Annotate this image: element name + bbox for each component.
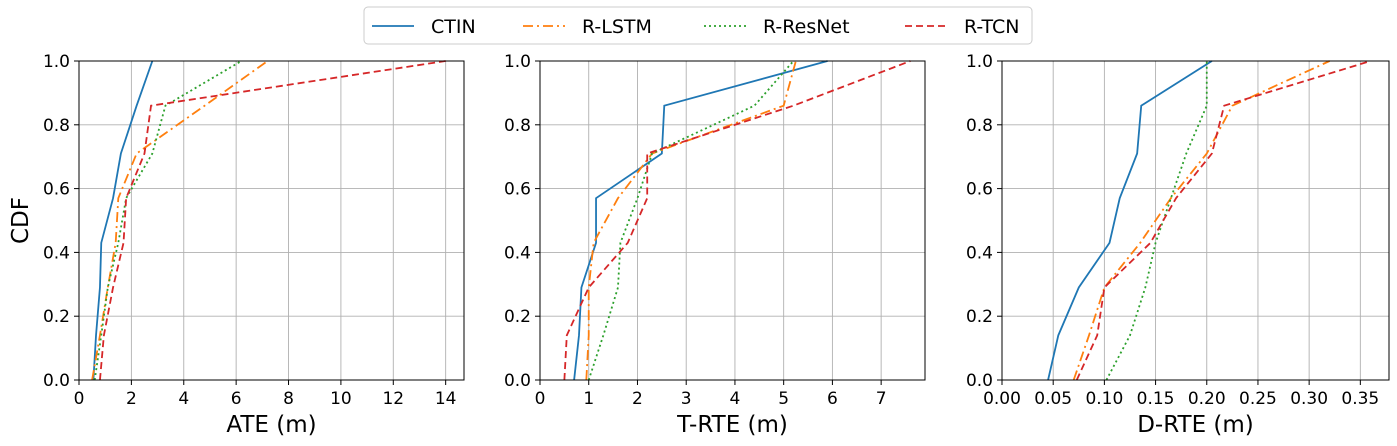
series-line-r-resnet [93, 60, 242, 381]
x-axis-label: ATE (m) [226, 412, 316, 438]
y-axis-label: CDF [8, 197, 34, 244]
axes-frame [1001, 60, 1390, 381]
x-axis-label: T-RTE (m) [676, 412, 788, 438]
x-tick-label: 6 [231, 389, 242, 409]
x-tick-label: 0.30 [1290, 389, 1328, 409]
x-tick-label: 0.05 [1034, 389, 1072, 409]
x-tick-label: 0.35 [1341, 389, 1379, 409]
legend-box [363, 6, 1033, 45]
series-group [563, 60, 911, 381]
x-tick-label: 8 [283, 389, 294, 409]
y-tick-label: 0.4 [43, 243, 70, 263]
x-tick-label: 0 [535, 389, 546, 409]
y-tick-label: 0.8 [966, 116, 993, 136]
chart-panel-1: 0 2 4 6 8 10 12 14 0.0 0.2 0.4 0.6 0.8 1.0 ATE (m) CDF [8, 52, 465, 438]
x-tick-label: 1 [583, 389, 594, 409]
y-tick-label: 1.0 [43, 52, 70, 72]
y-tick-label: 0.2 [966, 307, 993, 327]
series-line-r-resnet [587, 60, 795, 381]
legend: CTIN R-LSTM R-ResNet R-TCN [363, 6, 1033, 45]
axes-frame [539, 60, 926, 381]
y-tick-label: 0.2 [43, 307, 70, 327]
series-group [91, 60, 446, 381]
x-tick-label: 4 [178, 389, 189, 409]
series-line-ctin [92, 60, 154, 381]
x-tick-label: 0.20 [1188, 389, 1226, 409]
chart-panel-2: 0 1 2 3 4 5 6 7 0.0 0.2 0.4 0.6 0.8 1.0 T-RTE (m) [504, 52, 926, 438]
y-tick-label: 0.4 [504, 243, 531, 263]
legend-entry-r-resnet: R-ResNet [704, 16, 850, 38]
series-line-r-tcn [563, 60, 911, 381]
x-tick-label: 0.15 [1137, 389, 1175, 409]
legend-label: R-LSTM [582, 16, 652, 38]
legend-entry-r-lstm: R-LSTM [523, 16, 652, 38]
y-tick-label: 0.0 [966, 371, 993, 391]
legend-label: CTIN [431, 16, 476, 38]
y-tick-label: 0.6 [966, 180, 993, 200]
x-tick-label: 2 [126, 389, 137, 409]
grid [78, 60, 464, 381]
grid [539, 60, 925, 381]
y-tick-label: 0.0 [43, 371, 70, 391]
x-tick-label: 5 [778, 389, 789, 409]
axes-frame [78, 60, 465, 381]
y-tick-label: 0.2 [504, 307, 531, 327]
x-tick-label: 0.10 [1085, 389, 1123, 409]
x-axis-label: D-RTE (m) [1137, 412, 1254, 438]
series-line-r-lstm [585, 60, 797, 381]
series-group [1047, 60, 1371, 381]
x-tick-label: 3 [681, 389, 692, 409]
x-tick-label: 2 [632, 389, 643, 409]
legend-label: R-ResNet [763, 16, 850, 38]
y-tick-label: 1.0 [966, 52, 993, 72]
series-line-ctin [1047, 60, 1213, 381]
series-line-ctin [573, 60, 828, 381]
legend-label: R-TCN [964, 16, 1020, 38]
series-line-r-tcn [99, 60, 446, 381]
series-line-r-tcn [1075, 60, 1371, 381]
x-tick-label: 7 [876, 389, 887, 409]
x-tick-label: 0.00 [983, 389, 1021, 409]
x-tick-label: 0 [74, 389, 85, 409]
series-line-r-lstm [1072, 60, 1330, 381]
legend-entry-r-tcn: R-TCN [905, 16, 1020, 38]
x-tick-label: 4 [730, 389, 741, 409]
y-tick-label: 0.8 [504, 116, 531, 136]
x-tick-label: 6 [827, 389, 838, 409]
x-tick-label: 12 [382, 389, 404, 409]
x-tick-label: 14 [435, 389, 457, 409]
series-line-r-lstm [91, 60, 269, 381]
y-tick-label: 1.0 [504, 52, 531, 72]
y-tick-label: 0.6 [504, 180, 531, 200]
y-tick-label: 0.0 [504, 371, 531, 391]
y-tick-label: 0.8 [43, 116, 70, 136]
x-tick-label: 0.25 [1239, 389, 1277, 409]
y-tick-label: 0.6 [43, 180, 70, 200]
x-tick-label: 10 [330, 389, 352, 409]
y-tick-label: 0.4 [966, 243, 993, 263]
chart-panel-3: 0.00 0.05 0.10 0.15 0.20 0.25 0.30 0.35 0.0 0.2 0.… [966, 52, 1390, 438]
legend-entry-ctin: CTIN [372, 16, 476, 38]
